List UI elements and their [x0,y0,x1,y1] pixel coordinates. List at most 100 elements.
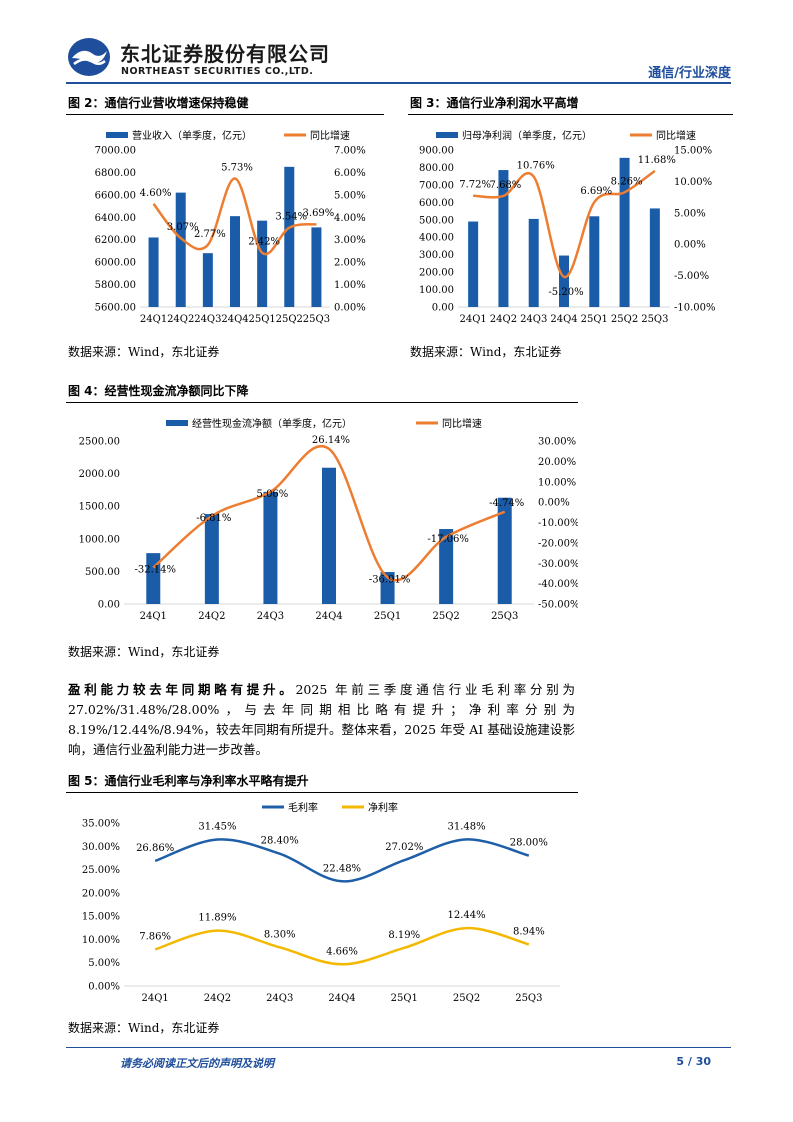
fig4-source: 数据来源：Wind，东北证券 [68,645,220,659]
fig3-ytick: 900.00 [419,146,454,157]
fig4-legend-line-label: 同比增速 [442,417,482,430]
fig2-xtick: 24Q3 [194,314,221,325]
fig3-bar [498,170,509,307]
footer-rule [66,1047,731,1048]
fig2-legend-bar-swatch [106,132,128,138]
fig4-ytick: 1500.00 [79,502,120,513]
report-type: 通信/行业深度 [648,66,731,81]
fig2-growth-label: 3.07% [167,222,199,233]
logo-mark-icon [68,38,110,76]
fig5-point-label: 31.48% [448,821,486,832]
fig4-title: 图 4：经营性现金流净额同比下降 [68,384,249,398]
fig3-growth-label: 7.68% [490,180,522,191]
fig5-ytick: 5.00% [88,958,120,969]
fig2-y2tick: 3.00% [334,235,366,246]
fig2-y2tick: 5.00% [334,190,366,201]
fig4-growth-label: 5.06% [257,489,289,500]
footer-disclaimer: 请务必阅读正文后的声明及说明 [120,1057,274,1070]
fig3-xtick: 24Q3 [520,314,547,325]
fig2-ytick: 6000.00 [95,258,136,269]
fig4-xtick: 24Q2 [198,611,225,622]
fig3-ytick: 400.00 [419,233,454,244]
fig2-growth-label: 2.77% [194,229,226,240]
fig5-xtick: 24Q3 [266,993,293,1004]
fig2-legend-bar-label: 营业收入（单季度，亿元） [132,129,252,142]
fig2-ytick: 6400.00 [95,213,136,224]
fig2-y2tick: 4.00% [334,213,366,224]
fig3-growth-label: 7.72% [459,180,491,191]
fig5-point-label: 7.86% [139,931,171,942]
fig4-chart: 0.00 500.00 1000.00 1500.00 2000.00 2500.00 24… [79,417,578,622]
fig4-y2tick: 30.00% [538,437,576,448]
fig3-y2tick: 15.00% [674,146,712,157]
fig3-bar [559,255,569,307]
fig5-ytick: 10.00% [82,935,120,946]
fig3-bar [528,218,539,307]
fig3-ytick: 800.00 [419,163,454,174]
fig2-xtick: 25Q2 [276,314,303,325]
fig3-ytick: 500.00 [419,215,454,226]
fig3-ytick: 700.00 [419,180,454,191]
fig2-y2tick: 1.00% [334,280,366,291]
fig3-bar [619,157,630,307]
fig3-xtick: 25Q1 [581,314,608,325]
fig3-ytick: 300.00 [419,250,454,261]
fig3-ytick: 200.00 [419,268,454,279]
fig3-y2tick: -10.00% [674,303,716,314]
fig4-growth-line [152,445,506,582]
fig4-y2tick: 20.00% [538,457,576,468]
fig3-y2tick: 5.00% [674,208,706,219]
fig2-y2tick: 2.00% [334,258,366,269]
fig5-point-label: 26.86% [136,843,174,854]
fig2-bar [202,253,213,307]
fig5-ytick: 35.00% [82,819,120,830]
fig5-point-label: 28.40% [261,836,299,847]
fig2-title: 图 2：通信行业营收增速保持稳健 [68,96,249,110]
fig3-source: 数据来源：Wind，东北证券 [410,345,562,359]
fig2-legend-line-label: 同比增速 [310,129,350,142]
fig3-y2tick: 0.00% [674,240,706,251]
fig5-ytick: 30.00% [82,842,120,853]
fig3-legend-bar-label: 归母净利润（单季度，亿元） [462,129,592,142]
fig5-point-label: 27.02% [385,842,423,853]
body-paragraph: 盈利能力较去年同期略有提升。2025 年前三季度通信行业毛利率分别为 27.02… [68,680,575,760]
fig2-xtick: 25Q1 [248,314,275,325]
fig2-ytick: 7000.00 [95,146,136,157]
fig4-bar [497,497,512,604]
fig4-y2tick: -30.00% [538,559,578,570]
fig2-y2tick: 6.00% [334,168,366,179]
fig2-xtick: 24Q1 [140,314,167,325]
fig5-line-0 [154,838,530,883]
fig4-xtick: 24Q4 [315,611,342,622]
fig4-y2tick: -20.00% [538,538,578,549]
fig2-ytick: 5600.00 [95,303,136,314]
fig5-ytick: 0.00% [88,982,120,993]
fig2-bar [230,216,240,307]
fig4-xtick: 25Q1 [374,611,401,622]
fig3-bar [649,208,660,307]
fig4-bar [204,514,219,604]
fig5-title-rule [66,792,578,793]
fig2-ytick: 6600.00 [95,190,136,201]
fig4-xtick: 25Q3 [491,611,518,622]
fig5-point-label: 31.45% [198,822,236,833]
fig5-xtick: 24Q1 [141,993,168,1004]
fig4-y2tick: -10.00% [538,518,578,529]
header-rule [66,82,731,84]
fig3-growth-label: 6.69% [580,186,612,197]
fig2-ytick: 6800.00 [95,168,136,179]
fig3-growth-label: 8.26% [611,176,643,187]
fig3-xtick: 25Q3 [641,314,668,325]
fig4-bar [263,491,278,604]
fig4-xtick: 25Q2 [432,611,459,622]
company-name-en: NORTHEAST SECURITIES CO.,LTD. [121,66,314,77]
fig5-xtick: 25Q3 [515,993,542,1004]
fig2-growth-label: 5.73% [221,162,253,173]
paragraph-lead: 盈利能力较去年同期略有提升。 [68,682,296,697]
fig5-xtick: 24Q4 [328,993,355,1004]
fig5-ytick: 25.00% [82,865,120,876]
fig2-growth-line [152,177,317,256]
fig2-bar [175,192,186,307]
fig3-growth-label: 10.76% [517,161,555,172]
fig3-bar [589,216,600,307]
